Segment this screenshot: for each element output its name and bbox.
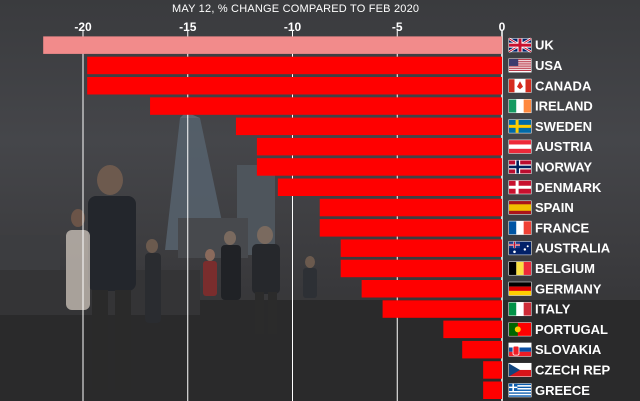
- category-label: CANADA: [535, 78, 592, 93]
- bar-denmark: [277, 178, 502, 196]
- category-label: USA: [535, 58, 563, 73]
- bar-uk: [43, 36, 502, 54]
- bar-czech-rep: [483, 361, 502, 379]
- category-label: GREECE: [535, 383, 590, 398]
- bar-australia: [340, 239, 502, 257]
- pt-flag-icon: [508, 322, 532, 337]
- de-flag-icon: [508, 281, 532, 296]
- bar-canada: [87, 77, 502, 95]
- x-tick-label: 0: [499, 20, 506, 34]
- ca-flag-icon: [508, 78, 532, 93]
- it-flag-icon: [508, 302, 532, 317]
- at-flag-icon: [508, 139, 532, 154]
- category-label: AUSTRIA: [535, 139, 593, 154]
- bar-ireland: [150, 97, 503, 115]
- bar-greece: [483, 381, 502, 399]
- category-label: BELGIUM: [535, 261, 595, 276]
- bar-norway: [256, 158, 502, 176]
- category-label: SWEDEN: [535, 119, 592, 134]
- category-label: DENMARK: [535, 180, 602, 195]
- gr-flag-icon: [508, 383, 532, 398]
- category-label: FRANCE: [535, 220, 589, 235]
- category-label: IRELAND: [535, 99, 593, 114]
- x-tick-label: -20: [74, 20, 92, 34]
- bar-france: [319, 219, 502, 237]
- chart-title: MAY 12, % CHANGE COMPARED TO FEB 2020: [172, 3, 420, 15]
- gb-flag-icon: [508, 37, 532, 53]
- category-label: UK: [535, 38, 554, 53]
- bar-usa: [87, 56, 502, 75]
- au-flag-icon: [508, 241, 532, 256]
- es-flag-icon: [508, 200, 532, 215]
- bar-sweden: [235, 117, 502, 136]
- ie-flag-icon: [508, 99, 532, 114]
- bar-belgium: [340, 259, 502, 278]
- se-flag-icon: [508, 119, 532, 134]
- be-flag-icon: [508, 261, 532, 276]
- bar-austria: [256, 137, 502, 156]
- category-label: ITALY: [535, 302, 571, 317]
- category-label: SLOVAKIA: [535, 342, 602, 357]
- category-label: GERMANY: [535, 281, 602, 296]
- dk-flag-icon: [508, 180, 532, 195]
- us-flag-icon: [508, 58, 532, 73]
- bar-slovakia: [462, 340, 502, 359]
- no-flag-icon: [508, 159, 532, 174]
- x-tick-label: -10: [284, 20, 302, 34]
- bar-germany: [361, 280, 502, 298]
- category-label: SPAIN: [535, 200, 574, 215]
- bar-italy: [382, 300, 502, 318]
- sk-flag-icon: [508, 342, 532, 357]
- fr-flag-icon: [508, 220, 532, 235]
- bar-spain: [319, 198, 502, 217]
- cz-flag-icon: [508, 362, 532, 377]
- category-label: NORWAY: [535, 159, 592, 174]
- bar-portugal: [443, 320, 502, 339]
- category-label: PORTUGAL: [535, 322, 608, 337]
- category-label: CZECH REP: [535, 362, 610, 377]
- x-tick-label: -15: [179, 20, 197, 34]
- x-tick-label: -5: [392, 20, 403, 34]
- category-label: AUSTRALIA: [535, 241, 611, 256]
